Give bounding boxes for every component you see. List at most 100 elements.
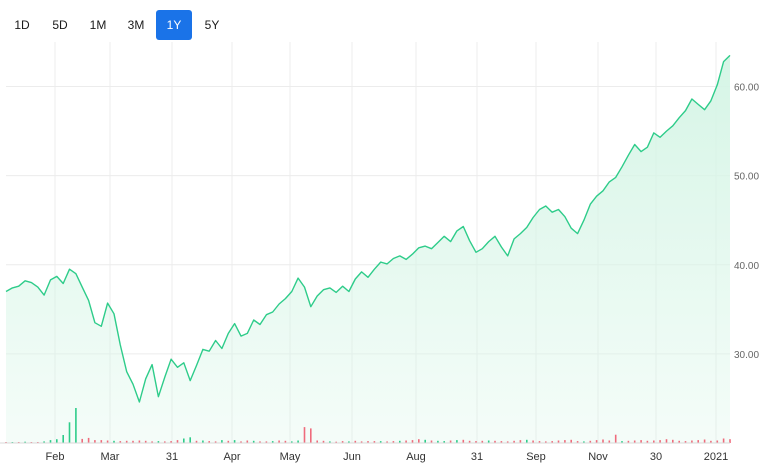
range-button-5y[interactable]: 5Y — [194, 10, 230, 40]
volume-bar — [68, 422, 71, 443]
volume-bar — [538, 441, 541, 443]
volume-bar — [627, 440, 630, 443]
range-button-1d[interactable]: 1D — [4, 10, 40, 40]
volume-bar — [672, 439, 674, 443]
x-tick-label: Apr — [223, 451, 240, 463]
x-tick-label: 2021 — [704, 451, 728, 463]
volume-bar — [589, 440, 592, 443]
volume-bar — [576, 441, 579, 443]
x-tick-label: Nov — [588, 451, 608, 463]
y-tick-label: 30.00 — [734, 350, 759, 361]
volume-bar — [341, 441, 344, 443]
volume-bar — [227, 440, 230, 443]
volume-bar — [62, 435, 64, 443]
volume-bar — [49, 440, 52, 443]
volume-bar — [424, 439, 426, 443]
volume-bar — [316, 440, 318, 443]
volume-bar — [100, 440, 103, 443]
volume-bar — [430, 440, 433, 443]
volume-bar — [138, 440, 141, 443]
volume-bar — [494, 440, 496, 443]
volume-bar — [557, 440, 560, 443]
volume-bar — [291, 441, 293, 443]
volume-bar — [564, 440, 566, 443]
range-button-1y[interactable]: 1Y — [156, 10, 192, 40]
volume-bar — [468, 440, 471, 443]
volume-bar — [405, 440, 407, 443]
price-area — [6, 55, 730, 444]
volume-bar — [259, 441, 261, 443]
range-button-3m[interactable]: 3M — [118, 10, 154, 40]
volume-bar — [710, 440, 712, 443]
volume-bar — [246, 440, 249, 443]
volume-bar — [621, 441, 623, 443]
volume-bars — [5, 408, 731, 443]
volume-bar — [297, 440, 299, 443]
volume-bar — [214, 441, 217, 443]
price-line — [5, 54, 731, 403]
x-tick-label: May — [280, 451, 301, 463]
volume-bar — [240, 441, 242, 443]
volume-bar — [329, 441, 331, 443]
volume-bar — [703, 439, 706, 443]
x-tick-label: Jun — [343, 451, 361, 463]
volume-bar — [125, 440, 128, 443]
x-tick-label: Feb — [46, 451, 65, 463]
volume-bar — [144, 440, 147, 443]
volume-bar — [595, 440, 598, 443]
volume-bar — [271, 441, 274, 443]
volume-bar — [81, 438, 83, 443]
volume-bar — [367, 441, 369, 443]
volume-bar — [665, 439, 668, 443]
volume-bar — [570, 439, 572, 443]
y-tick-label: 40.00 — [734, 261, 759, 272]
volume-bar — [360, 441, 363, 443]
volume-bar — [106, 440, 109, 443]
volume-bar — [722, 438, 725, 443]
volume-bar — [411, 440, 414, 443]
volume-bar — [614, 434, 617, 443]
volume-bar — [640, 440, 642, 443]
volume-bar — [418, 439, 420, 443]
x-tick-label: 31 — [166, 451, 178, 463]
volume-bar — [157, 441, 160, 443]
volume-bar — [195, 440, 198, 443]
volume-bar — [322, 440, 325, 443]
volume-bar — [119, 441, 122, 443]
volume-bar — [56, 439, 58, 443]
volume-bar — [392, 441, 395, 443]
volume-bar — [221, 440, 223, 443]
range-button-1m[interactable]: 1M — [80, 10, 116, 40]
range-button-5d[interactable]: 5D — [42, 10, 78, 40]
volume-bar — [475, 441, 477, 443]
volume-bar — [386, 441, 388, 443]
volume-bar — [43, 441, 45, 443]
volume-bar — [303, 427, 306, 443]
volume-bar — [202, 440, 204, 443]
volume-bar — [462, 439, 465, 443]
volume-bar — [183, 438, 185, 443]
volume-bar — [278, 440, 280, 443]
volume-bar — [24, 441, 26, 443]
volume-bar — [545, 441, 547, 443]
volume-bar — [526, 439, 528, 443]
x-tick-label: 31 — [471, 451, 483, 463]
volume-bar — [437, 440, 439, 443]
volume-bar — [691, 440, 693, 443]
volume-bar — [513, 440, 515, 443]
range-selector: 1D 5D 1M 3M 1Y 5Y — [4, 9, 230, 41]
volume-bar — [373, 441, 376, 443]
volume-bar — [75, 408, 77, 443]
volume-bar — [233, 440, 236, 443]
x-tick-label: Sep — [526, 451, 546, 463]
volume-bar — [189, 437, 191, 443]
volume-bar — [487, 440, 490, 443]
volume-bar — [481, 440, 484, 443]
volume-bar — [170, 441, 172, 443]
volume-bar — [684, 441, 687, 443]
volume-bar — [265, 441, 268, 443]
volume-bar — [500, 441, 503, 443]
y-tick-label: 50.00 — [734, 172, 759, 183]
volume-bar — [348, 441, 350, 443]
x-tick-label: Mar — [101, 451, 120, 463]
